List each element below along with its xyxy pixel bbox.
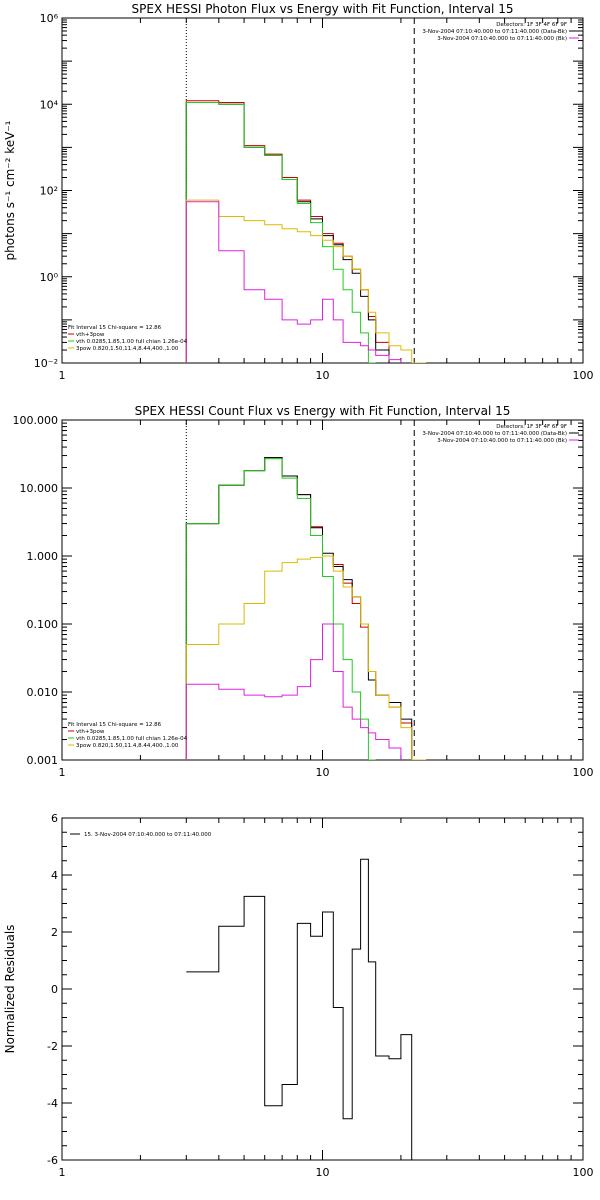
x-tick-label: 100	[573, 766, 594, 779]
y-tick-label: 10⁶	[40, 12, 59, 25]
y-tick-label: 10⁻²	[34, 357, 58, 370]
plot-frame	[61, 817, 584, 1161]
series-vth	[185, 102, 376, 363]
legend-bottom-item: 3pow 0.820,1.50,11.4,8.44,400.,1.00	[76, 346, 179, 352]
y-tick-label: -6	[47, 1154, 58, 1167]
series-group	[185, 100, 427, 363]
y-axis-label: photons s⁻¹ cm⁻² keV⁻¹	[3, 120, 17, 260]
y-tick-label: 10.000	[20, 482, 59, 495]
x-tick-label: 1	[59, 369, 66, 382]
legend-item: 15. 3-Nov-2004 07:10:40.000 to 07:11:40.…	[84, 832, 212, 838]
series-vth-3pow	[185, 100, 412, 363]
x-tick-label: 1	[59, 766, 66, 779]
legend-bottom-item: vth 0.0285,1.85,1.00 full chian 1.26e-04	[76, 736, 188, 742]
x-tick-label: 10	[316, 369, 330, 382]
x-tick-label: 100	[573, 369, 594, 382]
y-tick-label: 100.000	[13, 414, 59, 427]
series-15-3-nov-2004-07-10-40-000-to-07-11-40-000	[186, 858, 415, 1160]
x-tick-label: 1	[59, 1166, 66, 1179]
y-tick-label: 10⁰	[40, 271, 59, 284]
chart-title: SPEX HESSI Count Flux vs Energy with Fit…	[135, 404, 511, 418]
y-tick-label: 0.001	[27, 754, 59, 767]
y-tick-label: 0.100	[27, 618, 59, 631]
legend-top-item: 3-Nov-2004 07:10:40.000 to 07:11:40.000 …	[422, 431, 567, 437]
y-tick-label: 10²	[40, 185, 58, 198]
legend-bottom-item: vth 0.0285,1.85,1.00 full chian 1.26e-04	[76, 339, 188, 345]
y-tick-label: 4	[51, 869, 58, 882]
y-tick-label: 0.010	[27, 686, 59, 699]
x-tick-label: 10	[316, 766, 330, 779]
series-background	[185, 623, 402, 760]
panel-3: 1 10 100 -6 -4 -2 0 2 4 6 Normalized Residuals 15. …	[3, 812, 594, 1179]
y-tick-label: 2	[51, 926, 58, 939]
series-vth	[185, 458, 376, 760]
series-group	[186, 858, 415, 1160]
y-axis-label: Normalized Residuals	[3, 925, 17, 1054]
y-tick-label: 0	[51, 983, 58, 996]
series-group	[185, 457, 427, 760]
x-tick-label: 100	[573, 1166, 594, 1179]
panel-2: SPEX HESSI Count Flux vs Energy with Fit…	[13, 404, 594, 779]
series-3pow	[185, 555, 427, 760]
legend-top-item: Detectors: 1F 3F 4F 6F 9F	[496, 22, 567, 28]
plot-frame	[61, 419, 584, 761]
series-3pow	[185, 199, 427, 363]
legend-top-item: 3-Nov-2004 07:10:40.000 to 07:11:40.000 …	[437, 438, 567, 444]
legend-bottom-item: vth+3pow	[76, 729, 105, 735]
legend-top-item: Detectors: 1F 3F 4F 6F 9F	[496, 424, 567, 430]
series-data	[185, 457, 413, 760]
panel-1: SPEX HESSI Photon Flux vs Energy with Fi…	[3, 2, 594, 382]
y-tick-label: -2	[47, 1040, 58, 1053]
y-tick-label: -4	[47, 1097, 58, 1110]
legend-bottom-item: 3pow 0.820,1.50,11.4,8.44,400.,1.00	[76, 743, 179, 749]
legend-bottom-item: vth+3pow	[76, 332, 105, 338]
y-tick-label: 1.000	[27, 550, 59, 563]
series-vth-3pow	[185, 457, 413, 760]
x-tick-label: 10	[316, 1166, 330, 1179]
legend-bottom-item: Fit Interval 15 Chi-square = 12.86	[68, 722, 162, 728]
chart-title: SPEX HESSI Photon Flux vs Energy with Fi…	[132, 2, 514, 16]
legend-top-item: 3-Nov-2004 07:10:40.000 to 07:11:40.000 …	[437, 36, 567, 42]
y-tick-label: 10⁴	[40, 98, 59, 111]
legend-top-item: 3-Nov-2004 07:10:40.000 to 07:11:40.000 …	[422, 29, 567, 35]
legend-bottom-item: Fit Interval 15 Chi-square = 12.86	[68, 325, 162, 331]
series-background	[185, 201, 402, 363]
y-tick-label: 6	[51, 812, 58, 825]
